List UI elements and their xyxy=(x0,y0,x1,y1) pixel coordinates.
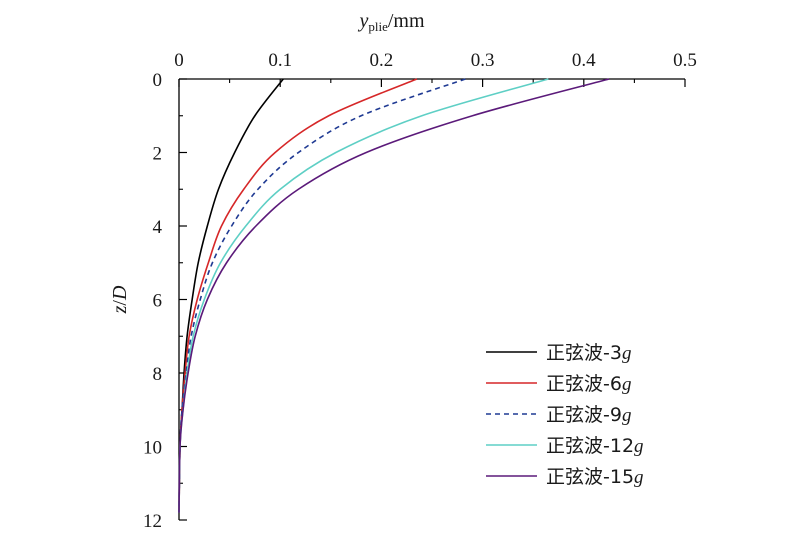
x-axis-title: yplie/mm xyxy=(357,10,425,34)
y-tick-label: 0 xyxy=(153,70,163,91)
series-line-3 xyxy=(178,78,466,513)
series-line-1 xyxy=(178,78,284,513)
x-tick-label: 0.1 xyxy=(268,50,292,71)
plot-axes: 0 0.1 0.2 0.3 0.4 0.5 0 2 4 6 8 10 12 yplie/mm z/D xyxy=(109,10,697,532)
legend-label-1: 正弦波-3g xyxy=(546,342,631,364)
legend-label-2: 正弦波-6g xyxy=(546,373,631,395)
y-tick-label: 6 xyxy=(153,291,163,312)
series-line-5 xyxy=(178,78,610,513)
legend-label-4: 正弦波-12g xyxy=(546,435,644,457)
x-tick-label: 0.4 xyxy=(572,50,596,71)
y-tick-label: 2 xyxy=(153,144,163,165)
x-tick-label: 0.2 xyxy=(370,50,394,71)
y-tick-label: 4 xyxy=(153,217,163,238)
x-tick-label: 0.5 xyxy=(673,50,697,71)
y-tick-label: 8 xyxy=(153,364,163,385)
series-line-2 xyxy=(178,78,418,513)
legend: 正弦波-3g 正弦波-6g 正弦波-9g 正弦波-12g 正弦波-15g xyxy=(486,342,644,488)
legend-label-3: 正弦波-9g xyxy=(546,404,631,426)
x-tick-label: 0 xyxy=(174,50,184,71)
y-axis-title: z/D xyxy=(109,285,131,314)
legend-label-5: 正弦波-15g xyxy=(546,466,644,488)
y-tick-label: 12 xyxy=(143,511,162,532)
series-line-4 xyxy=(178,78,549,513)
series-layer xyxy=(178,78,610,513)
x-tick-label: 0.3 xyxy=(471,50,495,71)
y-tick-label: 10 xyxy=(143,438,162,459)
